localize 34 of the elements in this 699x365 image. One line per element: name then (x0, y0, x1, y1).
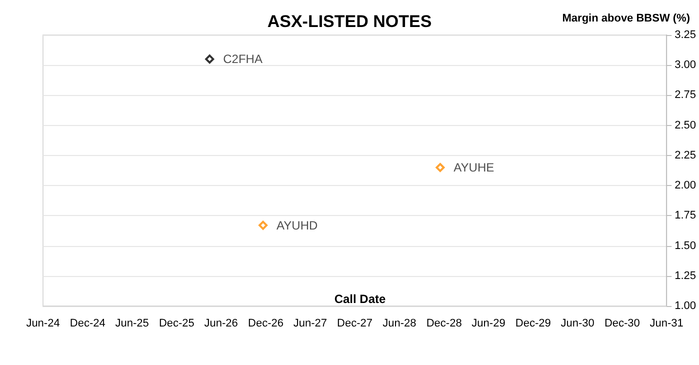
x-tick-label: Jun-30 (560, 318, 594, 330)
x-tick-label: Dec-24 (70, 318, 106, 330)
x-tick-label: Jun-25 (115, 318, 149, 330)
x-tick-label: Jun-29 (472, 318, 506, 330)
x-tick-label: Dec-25 (158, 318, 194, 330)
y-tick-label: 2.25 (674, 149, 696, 162)
x-axis-title: Call Date (334, 292, 386, 306)
x-tick-label: Dec-30 (604, 318, 640, 330)
point (436, 162, 445, 172)
series-label: AYUHD (276, 218, 318, 232)
y-tick-label: 1.25 (674, 270, 696, 282)
point (258, 220, 268, 230)
point (205, 54, 214, 64)
x-tick-label: Jun-28 (382, 318, 416, 330)
x-tick-label: Jun-26 (204, 318, 238, 330)
x-tick-label: Jun-31 (650, 318, 684, 330)
x-tick-label: Dec-27 (337, 318, 373, 330)
y-tick-label: 2.75 (674, 89, 696, 102)
x-tick-label: Jun-24 (26, 318, 60, 330)
y-tick-label: 1.00 (674, 300, 696, 312)
y-tick-label: 3.00 (674, 59, 696, 72)
series-label: AYUHE (454, 160, 494, 174)
series-label: C2FHA (223, 52, 262, 66)
y-tick-label: 2.50 (674, 119, 696, 132)
x-tick-label: Jun-27 (293, 318, 327, 330)
x-tick-label: Dec-28 (426, 318, 462, 330)
y-tick-label: 2.00 (674, 180, 696, 192)
chart-title: ASX-LISTED NOTES (267, 12, 432, 31)
x-tick-label: Dec-29 (515, 318, 551, 330)
y-tick-label: 3.25 (674, 29, 696, 41)
x-tick-label: Dec-26 (248, 318, 284, 330)
y-axis-title: Margin above BBSW (%) (562, 12, 690, 24)
y-tick-label: 1.50 (674, 240, 696, 252)
y-tick-label: 1.75 (674, 210, 696, 222)
